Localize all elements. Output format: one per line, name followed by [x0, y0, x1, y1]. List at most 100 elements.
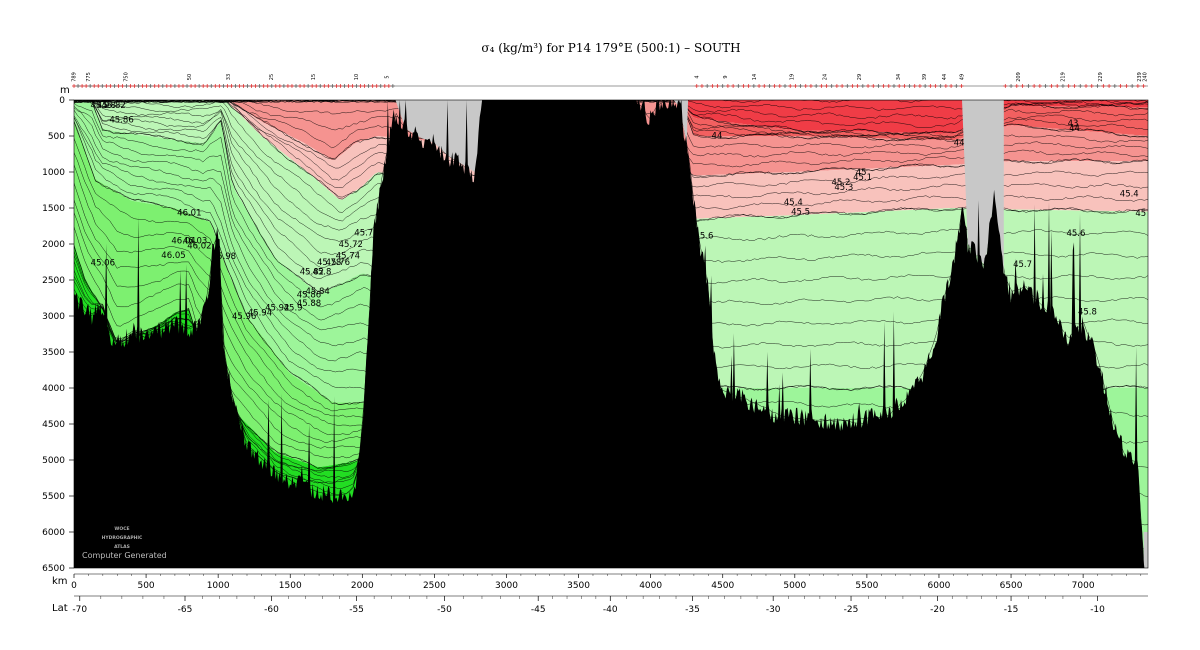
station-marker-65: [334, 84, 339, 88]
seafloor-mask: [74, 100, 1148, 568]
station-label-15: 34: [896, 74, 902, 80]
distance-axis: 0 500 1000 1500 2000 2500 3000 3500 4000 4500 5000…: [71, 573, 1148, 591]
station-marker-107: [834, 84, 839, 88]
depth-tick-label-1: 500: [48, 132, 65, 142]
distance-tick-label-11: 5500: [855, 581, 878, 591]
station-marker-141: [1055, 84, 1060, 88]
station-marker-99: [793, 84, 798, 88]
station-marker-122: [912, 84, 917, 88]
station-marker-52: [281, 84, 286, 88]
depth-tick-label-9: 4500: [42, 420, 65, 430]
station-marker-21: [156, 84, 161, 88]
contour-label-30: 45.3: [834, 183, 853, 193]
station-label-9: 4: [694, 75, 700, 78]
missing-data-regions: [395, 100, 1148, 568]
contour-label-18: 45.82: [300, 267, 324, 277]
distance-tick-label-12: 6000: [928, 581, 951, 591]
station-marker-116: [881, 84, 886, 88]
depth-tick-label-7: 3500: [42, 348, 65, 358]
distance-tick-label-9: 4500: [711, 581, 734, 591]
depth-unit-label: m: [60, 85, 70, 96]
station-label-0: 789: [72, 72, 78, 82]
distance-tick-label-14: 7000: [1072, 581, 1095, 591]
station-row: 789 775 750 50 33 25 15 10 5 4 9 14 19 24 29 34 39 44 49 20…: [72, 72, 1149, 88]
station-marker-81: [699, 84, 704, 88]
station-marker-32: [201, 84, 206, 88]
station-marker-131: [959, 84, 964, 88]
latitude-axis: -70 -65 -60 -55 -50 -45 -40 -35 -30 -25 -20 -15 -10: [72, 595, 1148, 615]
station-marker-102: [808, 84, 813, 88]
distance-tick-label-5: 2500: [423, 581, 446, 591]
contour-label-7: 46.02: [187, 241, 211, 251]
contour-label-2: 45.82: [101, 101, 125, 111]
station-marker-62: [322, 84, 327, 88]
station-marker-23: [164, 84, 169, 88]
station-marker-135: [1020, 84, 1025, 88]
station-label-19: 209: [1016, 72, 1022, 82]
contour-label-29: 45.2: [831, 178, 850, 188]
station-marker-77: [382, 84, 387, 88]
station-marker-109: [845, 84, 850, 88]
station-marker-37: [221, 84, 226, 88]
station-marker-25: [172, 84, 177, 88]
station-marker-95: [772, 84, 777, 88]
station-label-17: 44: [942, 74, 948, 80]
contour-label-19: 45.8: [312, 267, 331, 277]
station-marker-152: [1118, 84, 1123, 88]
latitude-tick-label-5: -45: [531, 605, 546, 615]
contour-label-10: 45.06: [91, 259, 115, 269]
station-marker-27: [180, 84, 185, 88]
station-marker-112: [860, 84, 865, 88]
station-marker-104: [819, 84, 824, 88]
station-label-20: 219: [1060, 72, 1066, 82]
station-marker-14: [128, 84, 133, 88]
distance-tick-label-8: 4000: [639, 581, 662, 591]
latitude-tick-label-8: -30: [766, 605, 781, 615]
station-marker-34: [209, 84, 214, 88]
station-marker-79: [390, 84, 395, 88]
station-label-18: 49: [960, 74, 966, 80]
station-marker-101: [803, 84, 808, 88]
missing-region-3: [1143, 532, 1148, 568]
station-label-13: 24: [823, 74, 829, 80]
station-marker-82: [705, 84, 710, 88]
station-marker-50: [273, 84, 278, 88]
contour-label-37: 45.7: [1013, 260, 1032, 270]
station-marker-11: [116, 84, 121, 88]
station-marker-153: [1124, 84, 1129, 88]
credit-text: Computer Generated: [82, 551, 167, 560]
station-marker-106: [829, 84, 834, 88]
station-marker-41: [237, 84, 242, 88]
station-marker-0: [72, 84, 76, 88]
station-marker-1: [76, 84, 81, 88]
station-marker-133: [1009, 84, 1014, 88]
station-marker-51: [277, 84, 282, 88]
station-marker-140: [1049, 84, 1054, 88]
logo-line-2: HYDROGRAPHIC: [102, 535, 143, 541]
station-label-3: 50: [187, 74, 193, 80]
station-marker-10: [112, 84, 117, 88]
station-marker-30: [193, 84, 198, 88]
station-marker-70: [354, 84, 359, 88]
station-marker-71: [358, 84, 363, 88]
station-marker-36: [217, 84, 222, 88]
station-marker-39: [229, 84, 234, 88]
latitude-tick-label-3: -55: [349, 605, 364, 615]
station-marker-35: [213, 84, 218, 88]
station-marker-40: [233, 84, 238, 88]
distance-tick-label-2: 1000: [207, 581, 230, 591]
depth-tick-label-5: 2500: [42, 276, 65, 286]
station-marker-91: [751, 84, 756, 88]
station-label-16: 39: [922, 74, 928, 80]
distance-tick-label-6: 3000: [495, 581, 518, 591]
contour-label-12: 45.94: [248, 308, 272, 318]
contour-label-14: 45.9: [284, 303, 303, 313]
station-marker-149: [1101, 84, 1106, 88]
station-marker-24: [168, 84, 173, 88]
station-marker-5: [92, 84, 97, 88]
depth-tick-label-13: 6500: [42, 564, 65, 574]
station-label-7: 10: [354, 74, 360, 80]
latitude-tick-label-12: -10: [1090, 605, 1105, 615]
station-marker-115: [876, 84, 881, 88]
station-marker-66: [338, 84, 343, 88]
